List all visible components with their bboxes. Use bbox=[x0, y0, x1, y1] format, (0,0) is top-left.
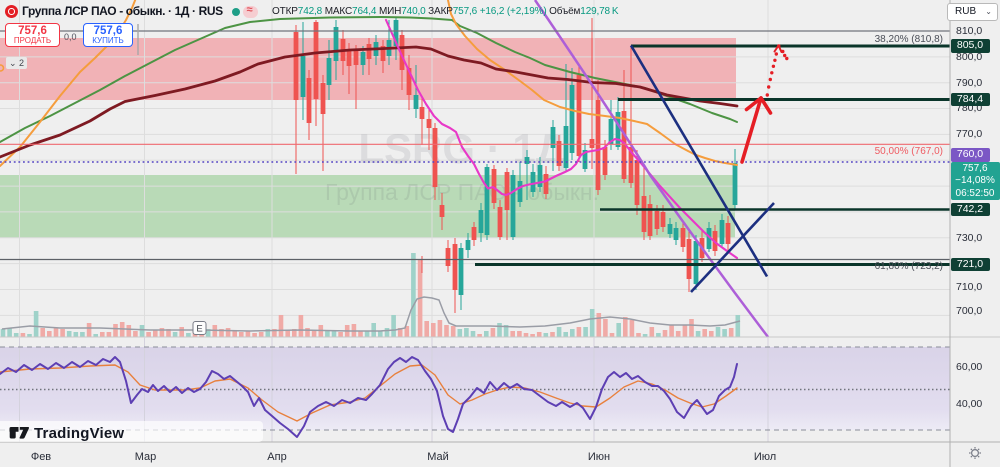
svg-text:Группа ЛСР ПАО - обыкн.: Группа ЛСР ПАО - обыкн. bbox=[325, 179, 599, 205]
svg-text:E: E bbox=[196, 324, 202, 335]
